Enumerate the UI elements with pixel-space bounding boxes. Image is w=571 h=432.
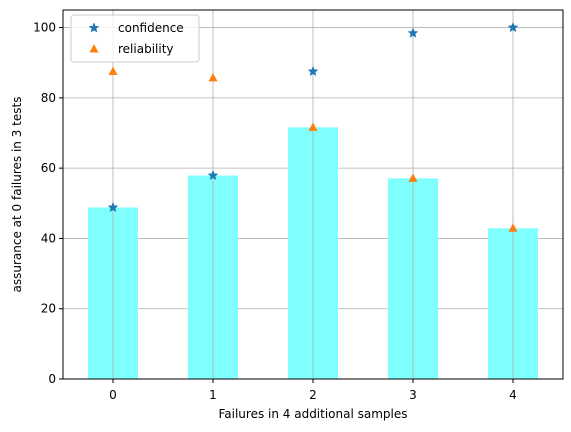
y-tick-label: 0 <box>48 372 56 386</box>
point-reliability-1 <box>208 72 218 82</box>
x-tick-label: 3 <box>409 388 417 402</box>
marker-layer <box>107 10 519 379</box>
legend-label-confidence: confidence <box>118 21 184 35</box>
y-axis-label: assurance at 0 failures in 3 tests <box>10 97 24 293</box>
point-confidence-3 <box>407 27 419 38</box>
point-reliability-3 <box>408 173 418 182</box>
y-tick-label: 80 <box>41 91 56 105</box>
point-confidence-4 <box>507 21 519 33</box>
tick-layer: 0 20 40 60 80 100 0 1 2 3 4 <box>33 21 517 402</box>
x-tick-label: 0 <box>109 388 117 402</box>
point-confidence-1 <box>207 169 219 181</box>
x-tick-label: 2 <box>309 388 317 402</box>
y-tick-label: 40 <box>41 231 56 245</box>
point-reliability-0 <box>108 66 118 75</box>
x-axis-label: Failures in 4 additional samples <box>218 407 407 421</box>
point-reliability-2 <box>308 122 318 131</box>
y-tick-label: 60 <box>41 161 56 175</box>
point-confidence-2 <box>307 65 319 77</box>
legend-triangle-icon <box>89 44 99 53</box>
point-confidence-0 <box>107 201 119 213</box>
x-tick-label: 1 <box>209 388 217 402</box>
point-reliability-4 <box>508 223 518 232</box>
legend: confidence reliability <box>70 14 200 63</box>
legend-label-reliability: reliability <box>118 42 174 56</box>
x-tick-label: 4 <box>509 388 517 402</box>
legend-marker-reliability <box>89 44 99 53</box>
y-tick-label: 100 <box>33 21 56 35</box>
legend-marker-confidence <box>88 22 100 33</box>
y-tick-label: 20 <box>41 302 56 316</box>
legend-star-icon <box>88 22 100 33</box>
legend-frame <box>70 14 200 63</box>
